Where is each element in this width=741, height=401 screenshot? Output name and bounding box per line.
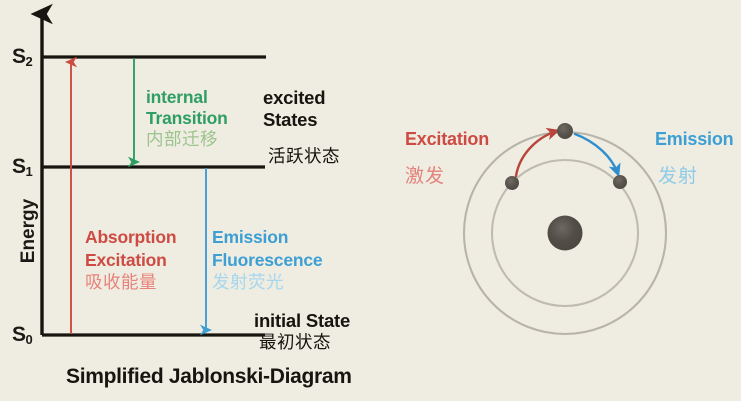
excited-states-label-en-line1: excited bbox=[263, 87, 326, 108]
absorption-label-en-line2: Excitation bbox=[85, 250, 167, 270]
internal-transition-label-cn: 内部迁移 bbox=[146, 130, 218, 150]
internal-transition-label-en-line1: internal bbox=[146, 87, 208, 107]
excited-states-label-en-line2: States bbox=[263, 109, 318, 130]
emission-label-en-line1: Emission bbox=[212, 227, 289, 247]
emission-label-cn: 发射荧光 bbox=[212, 273, 284, 293]
level-label-s1: S1 bbox=[12, 155, 33, 179]
absorption-label-cn: 吸收能量 bbox=[85, 273, 157, 293]
atom-emission-label-cn: 发射 bbox=[658, 165, 699, 187]
initial-state-label-cn: 最初状态 bbox=[259, 333, 331, 353]
emission-label-en-line2: Fluorescence bbox=[212, 250, 323, 270]
diagram-title: Simplified Jablonski-Diagram bbox=[66, 365, 352, 388]
atom-emission-label-en: Emission bbox=[655, 129, 734, 149]
excited-states-label-cn: 活跃状态 bbox=[268, 147, 340, 167]
internal-transition-label-en-line2: Transition bbox=[146, 108, 228, 128]
level-label-s0: S0 bbox=[12, 323, 33, 347]
energy-axis-label: Energy bbox=[18, 198, 39, 264]
initial-state-label-en: initial State bbox=[254, 310, 351, 331]
atom-excitation-label-cn: 激发 bbox=[405, 165, 446, 187]
atom-excitation-label-en: Excitation bbox=[405, 129, 490, 149]
level-label-s2: S2 bbox=[12, 45, 33, 69]
absorption-label-en-line1: Absorption bbox=[85, 227, 177, 247]
